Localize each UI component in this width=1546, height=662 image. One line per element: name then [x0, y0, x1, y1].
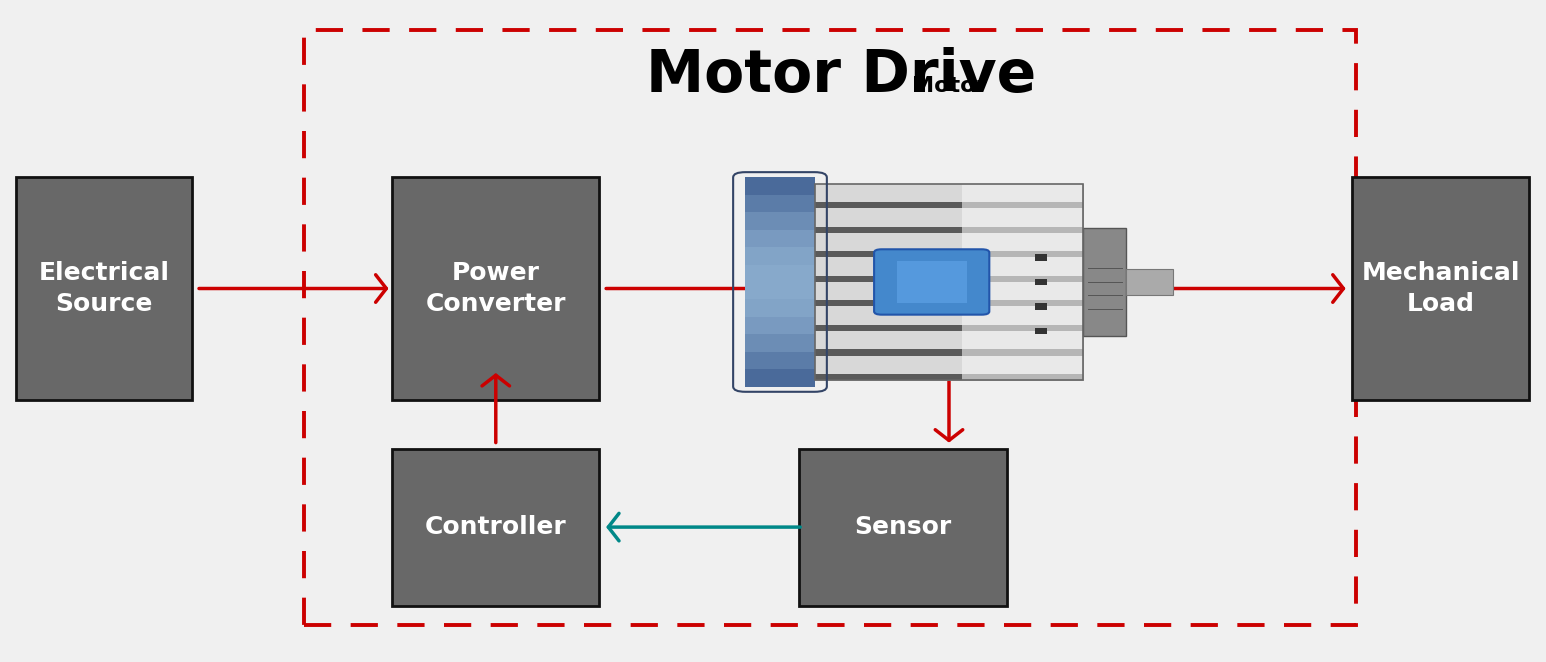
FancyBboxPatch shape — [815, 209, 1084, 227]
FancyBboxPatch shape — [745, 264, 815, 282]
FancyBboxPatch shape — [1034, 254, 1047, 261]
FancyBboxPatch shape — [815, 233, 1084, 252]
FancyBboxPatch shape — [745, 246, 815, 265]
FancyBboxPatch shape — [815, 203, 1084, 209]
FancyBboxPatch shape — [815, 184, 1084, 380]
FancyBboxPatch shape — [815, 258, 1084, 276]
FancyBboxPatch shape — [815, 374, 1084, 380]
FancyBboxPatch shape — [815, 350, 1084, 355]
FancyBboxPatch shape — [745, 316, 815, 334]
FancyBboxPatch shape — [815, 325, 1084, 331]
FancyBboxPatch shape — [745, 299, 815, 317]
FancyBboxPatch shape — [745, 194, 815, 213]
FancyBboxPatch shape — [393, 177, 600, 400]
FancyBboxPatch shape — [1034, 303, 1047, 310]
FancyBboxPatch shape — [745, 229, 815, 247]
FancyBboxPatch shape — [815, 301, 1084, 307]
FancyBboxPatch shape — [1084, 228, 1127, 336]
FancyBboxPatch shape — [815, 276, 1084, 282]
FancyBboxPatch shape — [815, 355, 1084, 374]
FancyBboxPatch shape — [1353, 177, 1529, 400]
Text: Power
Converter: Power Converter — [425, 261, 566, 316]
FancyBboxPatch shape — [815, 282, 1084, 301]
FancyBboxPatch shape — [873, 250, 989, 314]
Text: Motor: Motor — [912, 76, 986, 96]
FancyBboxPatch shape — [745, 212, 815, 230]
Text: Controller: Controller — [425, 515, 567, 539]
FancyBboxPatch shape — [815, 184, 1084, 203]
FancyBboxPatch shape — [815, 227, 1084, 233]
FancyBboxPatch shape — [745, 177, 815, 195]
FancyBboxPatch shape — [963, 184, 1084, 380]
FancyBboxPatch shape — [1127, 269, 1172, 295]
Text: Mechanical
Load: Mechanical Load — [1362, 261, 1520, 316]
FancyBboxPatch shape — [897, 261, 966, 303]
FancyBboxPatch shape — [15, 177, 192, 400]
Text: Sensor: Sensor — [855, 515, 951, 539]
FancyBboxPatch shape — [393, 449, 600, 606]
FancyBboxPatch shape — [745, 369, 815, 387]
FancyBboxPatch shape — [799, 449, 1006, 606]
FancyBboxPatch shape — [815, 307, 1084, 325]
Text: Electrical
Source: Electrical Source — [39, 261, 170, 316]
Text: Motor Drive: Motor Drive — [646, 46, 1036, 104]
FancyBboxPatch shape — [745, 334, 815, 352]
FancyBboxPatch shape — [815, 252, 1084, 258]
FancyBboxPatch shape — [745, 281, 815, 299]
FancyBboxPatch shape — [1034, 328, 1047, 334]
FancyBboxPatch shape — [745, 351, 815, 369]
FancyBboxPatch shape — [1034, 279, 1047, 285]
FancyBboxPatch shape — [815, 331, 1084, 350]
